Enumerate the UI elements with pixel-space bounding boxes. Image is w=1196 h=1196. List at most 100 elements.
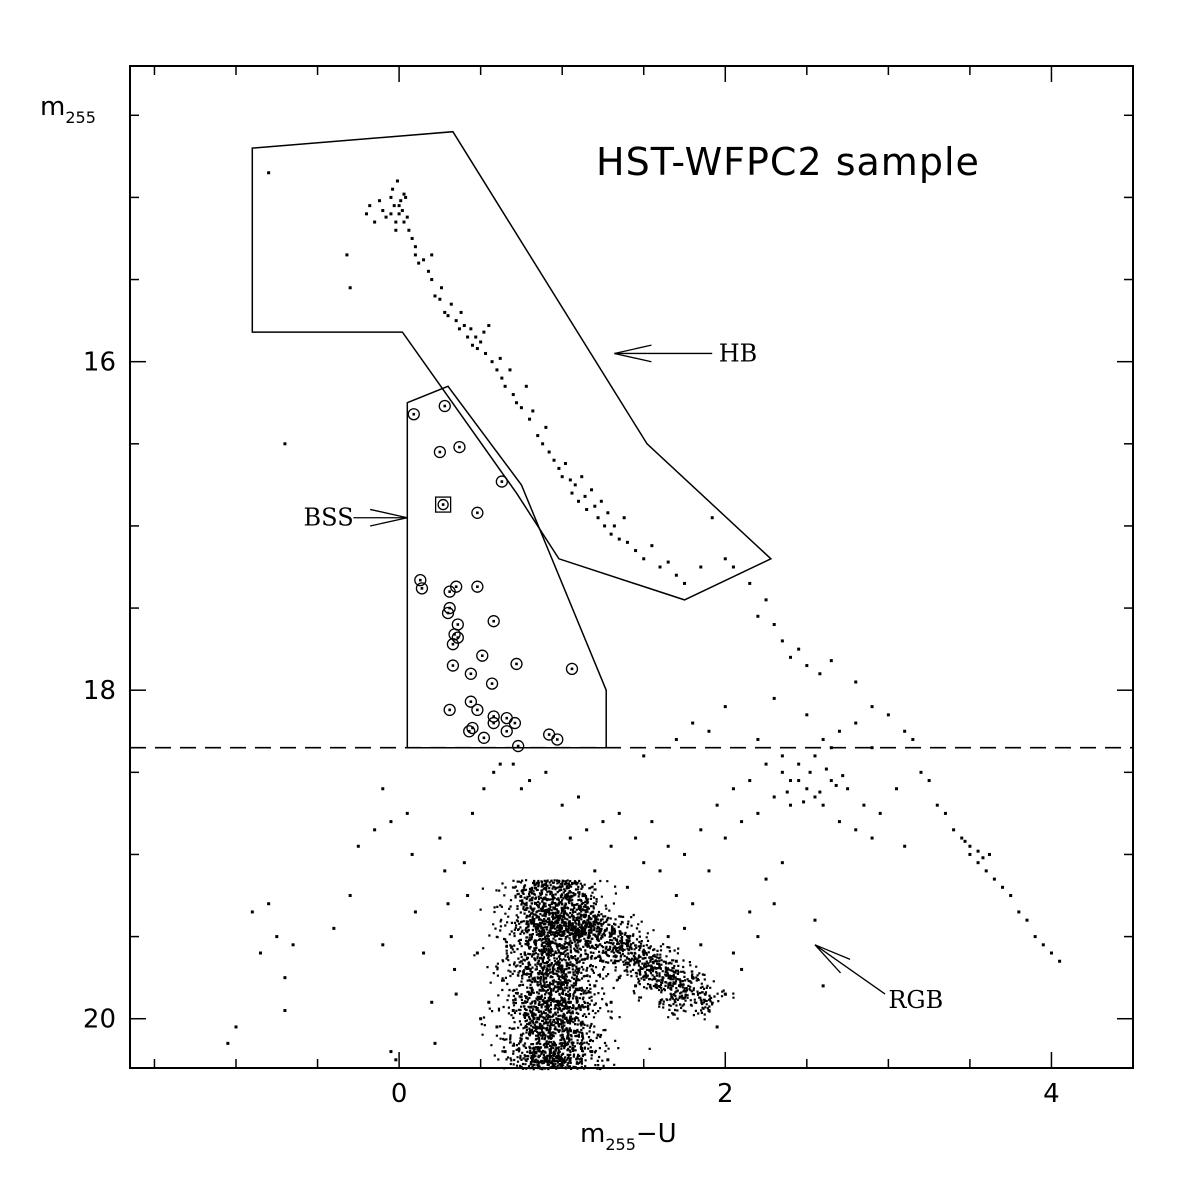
star-dot bbox=[405, 215, 409, 219]
star-dot bbox=[603, 524, 607, 528]
star-dot bbox=[503, 384, 507, 388]
star-dot bbox=[756, 737, 760, 741]
bss-circle-marker bbox=[415, 582, 429, 595]
star-dot bbox=[617, 811, 621, 815]
star-dot bbox=[797, 779, 801, 783]
bss-circle-marker bbox=[471, 506, 484, 519]
star-dot bbox=[650, 820, 654, 824]
star-dot bbox=[498, 356, 502, 360]
y-axis-label-main: m bbox=[40, 92, 65, 122]
bss-center-dot bbox=[492, 715, 495, 718]
star-dot bbox=[723, 705, 727, 709]
star-dot bbox=[345, 253, 349, 257]
star-dot bbox=[802, 800, 806, 804]
star-dot bbox=[764, 598, 768, 602]
star-dot bbox=[813, 754, 817, 758]
bss-circle-marker bbox=[453, 440, 466, 454]
bss-circle-marker bbox=[463, 725, 476, 738]
bss-circle-marker bbox=[443, 601, 456, 615]
star-dot bbox=[666, 560, 670, 564]
star-dot bbox=[748, 779, 752, 783]
star-dot bbox=[405, 811, 409, 815]
star-points bbox=[226, 171, 1062, 1062]
star-dot bbox=[267, 902, 271, 906]
star-dot bbox=[1049, 951, 1053, 955]
star-dot bbox=[634, 984, 638, 988]
bss-circle-marker bbox=[565, 662, 579, 675]
star-dot bbox=[992, 877, 996, 881]
arrow-rgb-head bbox=[814, 944, 851, 974]
star-dot bbox=[394, 1058, 398, 1062]
cloud-points bbox=[473, 879, 735, 1071]
star-dot bbox=[963, 839, 967, 843]
star-dot bbox=[590, 1050, 594, 1054]
star-dot bbox=[430, 1000, 434, 1004]
star-dot bbox=[541, 442, 545, 446]
star-dot bbox=[715, 803, 719, 807]
star-dot bbox=[834, 783, 838, 787]
star-dot bbox=[503, 1050, 507, 1054]
star-dot bbox=[426, 269, 430, 273]
bss-circle-marker bbox=[437, 498, 449, 511]
bss-center-dot bbox=[471, 726, 474, 730]
star-dot bbox=[674, 737, 678, 741]
star-dot bbox=[400, 209, 404, 213]
star-dot bbox=[601, 820, 605, 824]
plot-border bbox=[129, 65, 1134, 1069]
star-dot bbox=[691, 902, 695, 906]
star-dot bbox=[495, 1025, 499, 1029]
arrow-rgb-shaft bbox=[814, 944, 886, 995]
star-dot bbox=[487, 324, 491, 328]
star-dot bbox=[283, 1009, 287, 1013]
star-dot bbox=[764, 762, 768, 766]
star-dot bbox=[987, 852, 991, 856]
x-tick-label: 2 bbox=[717, 1079, 734, 1109]
star-dot bbox=[691, 976, 695, 980]
star-dot bbox=[634, 549, 638, 553]
star-dot bbox=[519, 787, 523, 791]
star-dot bbox=[490, 360, 494, 364]
star-dot bbox=[511, 1009, 515, 1013]
star-dot bbox=[576, 499, 580, 503]
star-dot bbox=[482, 787, 486, 791]
star-dot bbox=[536, 434, 540, 438]
star-dot bbox=[789, 779, 793, 783]
star-dot bbox=[250, 910, 254, 914]
star-dot bbox=[593, 869, 597, 873]
star-dot bbox=[395, 179, 399, 183]
star-dot bbox=[563, 462, 567, 466]
star-dot bbox=[1033, 935, 1037, 939]
star-dot bbox=[981, 856, 985, 860]
star-dot bbox=[528, 992, 532, 996]
star-dot bbox=[583, 494, 587, 498]
plot-frame: 0 2 4 16 18 20 bbox=[83, 65, 1134, 1109]
star-dot bbox=[389, 195, 393, 199]
bss-center-dot bbox=[412, 412, 416, 416]
star-dot bbox=[707, 869, 711, 873]
star-dot bbox=[576, 795, 580, 799]
bss-circle-marker bbox=[443, 703, 456, 717]
bss-circle-marker bbox=[443, 585, 456, 598]
star-dot bbox=[723, 992, 727, 996]
star-dot bbox=[976, 861, 980, 865]
star-dot bbox=[895, 787, 899, 791]
star-dot bbox=[1058, 959, 1062, 963]
star-dot bbox=[674, 894, 678, 898]
star-dot bbox=[599, 499, 603, 503]
star-dot bbox=[1041, 943, 1045, 947]
star-dot bbox=[772, 622, 776, 626]
star-dot bbox=[1001, 885, 1005, 889]
bss-circle-marker bbox=[414, 573, 427, 587]
bss-center-dot bbox=[476, 511, 479, 515]
star-dot bbox=[854, 680, 858, 684]
star-dot bbox=[772, 902, 776, 906]
star-dot bbox=[870, 705, 874, 709]
arrow-bss-head bbox=[370, 508, 408, 527]
star-dot bbox=[710, 516, 714, 520]
star-dot bbox=[707, 729, 711, 733]
bss-circle-marker bbox=[512, 739, 525, 753]
star-dot bbox=[683, 852, 687, 856]
bss-center-dot bbox=[469, 672, 473, 676]
star-dot bbox=[484, 351, 488, 355]
star-dot bbox=[332, 926, 336, 930]
